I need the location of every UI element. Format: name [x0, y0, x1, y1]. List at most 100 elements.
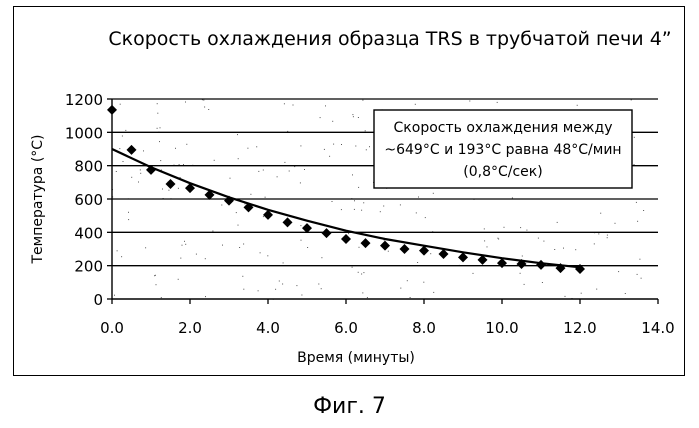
speckle-dot	[417, 262, 419, 263]
speckle-dot	[383, 239, 385, 241]
y-tick-label: 200	[74, 258, 103, 276]
speckle-dot	[633, 136, 635, 138]
speckle-dot	[400, 287, 402, 289]
speckle-dot	[154, 275, 156, 277]
speckle-dot	[618, 271, 620, 273]
speckle-dot	[243, 243, 245, 245]
speckle-dot	[195, 253, 197, 255]
speckle-dot	[325, 105, 326, 107]
speckle-dot	[301, 294, 303, 296]
data-point	[165, 179, 176, 189]
speckle-dot	[258, 170, 260, 172]
speckle-dot	[321, 257, 323, 259]
speckle-dot	[292, 104, 294, 106]
speckle-dot	[363, 202, 365, 204]
speckle-dot	[364, 130, 366, 132]
speckle-dot	[242, 275, 244, 277]
speckle-dot	[201, 99, 203, 101]
speckle-dot	[160, 169, 162, 171]
data-point	[185, 183, 195, 194]
speckle-dot	[203, 99, 205, 101]
speckle-dot	[520, 227, 522, 229]
data-point	[107, 104, 117, 115]
speckle-dot	[564, 295, 566, 297]
y-tick-label: 0	[93, 291, 103, 309]
speckle-dot	[580, 292, 582, 294]
speckle-dot	[208, 109, 210, 110]
axes	[107, 98, 659, 304]
data-point	[419, 245, 429, 256]
speckle-dot	[184, 240, 185, 242]
speckle-dot	[519, 272, 521, 274]
speckle-dot	[329, 155, 331, 157]
speckle-dot	[156, 103, 158, 105]
speckle-dot	[472, 272, 474, 274]
speckle-dot	[423, 281, 425, 283]
speckle-dot	[353, 208, 355, 210]
speckle-dot	[204, 258, 206, 260]
speckle-dot	[247, 147, 249, 149]
data-point	[126, 144, 137, 155]
speckle-dot	[498, 238, 500, 240]
speckle-dot	[239, 247, 241, 248]
speckle-dot	[496, 101, 498, 103]
speckle-dot	[244, 203, 246, 205]
speckle-dot	[121, 256, 123, 258]
speckle-dot	[243, 288, 245, 290]
speckle-dot	[355, 145, 357, 147]
y-tick-label: 1200	[65, 91, 103, 109]
speckle-dot	[600, 212, 602, 214]
speckle-dot	[363, 272, 365, 274]
speckle-dot	[362, 292, 364, 294]
speckle-dot	[296, 285, 298, 287]
speckle-dot	[633, 164, 635, 165]
speckle-dot	[180, 257, 182, 259]
data-point	[341, 234, 351, 244]
speckle-dot	[138, 181, 139, 183]
speckle-dot	[178, 164, 180, 166]
speckle-dot	[177, 187, 179, 189]
speckle-dot	[154, 274, 156, 276]
speckle-dot	[469, 100, 471, 102]
speckle-dot	[139, 169, 141, 171]
speckle-dot	[486, 246, 488, 248]
speckle-dot	[183, 164, 184, 166]
speckle-dot	[319, 117, 321, 119]
data-point	[399, 244, 410, 254]
speckle-dot	[282, 283, 284, 285]
speckle-dot	[275, 288, 277, 290]
speckle-dot	[159, 127, 161, 129]
axis-labels: Скорость охлаждения образца TRS в трубча…	[30, 28, 675, 366]
speckle-dot	[351, 266, 353, 268]
x-tick-label: 6.0	[334, 319, 358, 337]
speckle-dot	[483, 228, 485, 230]
speckle-dot	[596, 288, 598, 290]
chart-title: Скорость охлаждения образца TRS в трубча…	[108, 28, 671, 50]
x-tick-label: 12.0	[563, 319, 596, 337]
speckle-dot	[159, 141, 160, 143]
speckle-dot	[114, 294, 115, 296]
y-axis-title: Температура (°C)	[30, 134, 46, 264]
speckle-dot	[119, 148, 121, 150]
speckle-dot	[430, 253, 432, 255]
speckle-dot	[523, 283, 525, 285]
speckle-dot	[511, 197, 513, 199]
x-tick-label: 10.0	[485, 319, 518, 337]
speckle-dot	[379, 211, 381, 213]
speckle-dot	[635, 201, 637, 203]
speckle-dot	[116, 250, 118, 252]
data-point	[497, 258, 507, 269]
speckle-dot	[125, 129, 127, 131]
speckle-dot	[362, 99, 364, 101]
speckle-dot	[160, 297, 162, 299]
speckle-dot	[352, 174, 353, 176]
x-tick-label: 2.0	[178, 319, 202, 337]
figure-caption: Фиг. 7	[313, 394, 386, 419]
speckle-dot	[157, 112, 159, 114]
data-point	[477, 254, 488, 265]
x-tick-label: 8.0	[412, 319, 436, 337]
speckle-dot	[175, 147, 176, 149]
chart-svg: Скорость охлаждения образца TRS в трубча…	[30, 28, 675, 366]
data-point	[224, 195, 234, 206]
data-point	[516, 259, 527, 269]
